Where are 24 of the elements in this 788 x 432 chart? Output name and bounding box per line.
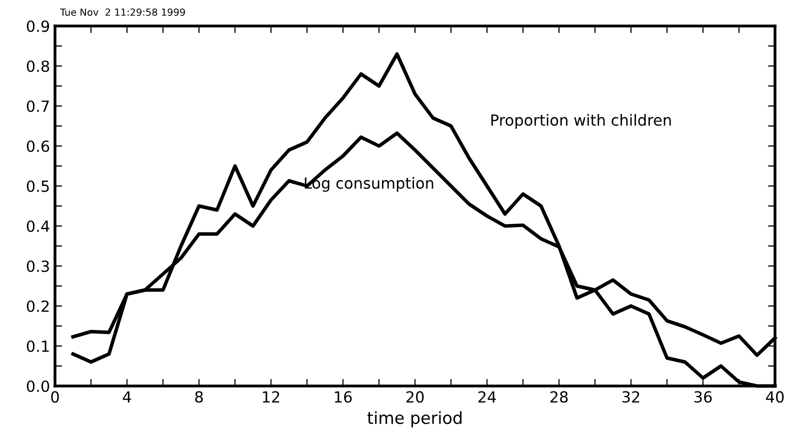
x-tick-label: 8 (195, 391, 203, 403)
y-tick-label: 0.4 (26, 220, 50, 232)
x-tick-label: 4 (122, 391, 132, 402)
y-tick-label: 0.1 (26, 340, 49, 352)
y-tick-label: 0.9 (26, 20, 50, 32)
x-tick-label: 16 (334, 391, 352, 403)
y-tick-label: 0.8 (26, 60, 50, 72)
y-tick-label: 0.5 (26, 180, 49, 192)
y-tick-label: 0.7 (26, 100, 49, 112)
x-tick-label: 28 (550, 391, 568, 403)
x-tick-label: 24 (478, 391, 496, 402)
text: Tue Nov 2 11:29:58 1999 (60, 8, 185, 16)
x-tick-label: 32 (622, 391, 640, 403)
x-axis-title: time period (367, 411, 462, 428)
x-tick-label: 36 (694, 391, 712, 403)
y-tick-label: 0.3 (26, 260, 49, 272)
x-tick-label: 40 (766, 391, 784, 403)
x-tick-label: 20 (406, 391, 424, 403)
y-tick-label: 0.2 (26, 300, 49, 312)
x-tick-label: 12 (262, 391, 280, 402)
y-tick-label: 0.6 (26, 140, 50, 152)
annotation: Proportion with children (491, 114, 671, 129)
y-tick-label: 0.0 (26, 380, 50, 392)
x-tick-label: 0 (51, 391, 59, 403)
